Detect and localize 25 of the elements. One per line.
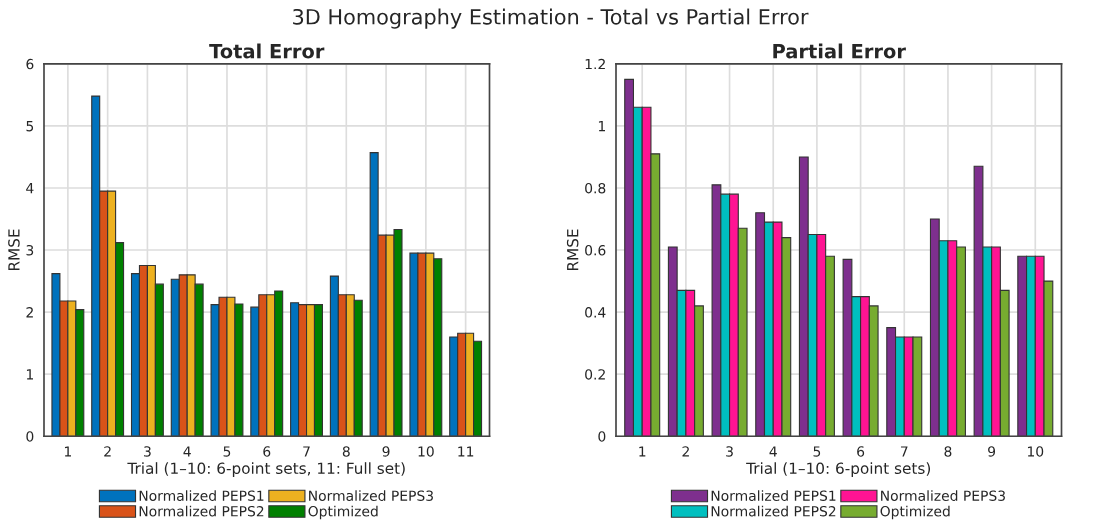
bar <box>947 240 958 437</box>
bar <box>798 156 809 437</box>
bar <box>973 165 984 437</box>
chart-title: Total Error <box>209 43 325 59</box>
bar <box>51 273 61 437</box>
bar <box>473 340 483 437</box>
bar <box>91 95 101 437</box>
text: 3D Homography Estimation - Total vs Partial Error <box>293 8 809 29</box>
bar <box>842 258 853 437</box>
bar <box>816 233 827 437</box>
bar <box>912 336 923 437</box>
bar <box>755 212 766 437</box>
bar <box>711 184 722 437</box>
bar <box>393 229 403 437</box>
bar <box>234 303 244 437</box>
bar <box>433 258 443 437</box>
bar <box>274 290 284 437</box>
bar <box>107 190 117 437</box>
bar <box>1017 255 1028 437</box>
bar <box>929 218 940 437</box>
bar <box>353 299 363 437</box>
chart-title: Partial Error <box>773 43 906 59</box>
bar <box>624 78 635 437</box>
bar <box>313 304 323 437</box>
bar <box>886 327 897 437</box>
